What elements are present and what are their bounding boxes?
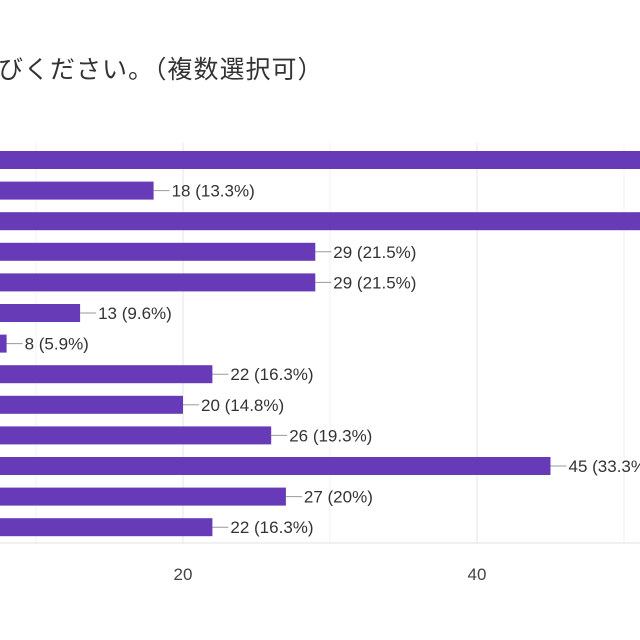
data-label: 13 (9.6%) [98,304,172,323]
bar [0,457,551,475]
data-label: 22 (16.3%) [230,365,313,384]
bar [0,151,640,169]
bar [0,242,316,261]
data-label: 22 (16.3%) [230,518,313,537]
bar [0,181,154,200]
bar [0,426,272,445]
bar [0,273,316,292]
chart-title: びください。（複数選択可） [0,55,324,84]
data-label: 26 (19.3%) [289,426,372,445]
bar [0,212,640,231]
bar [0,395,183,414]
data-label: 29 (21.5%) [333,243,416,262]
data-label: 18 (13.3%) [172,182,255,201]
data-label: 8 (5.9%) [25,335,89,354]
bar [0,304,81,322]
bar [0,487,286,506]
bar [0,518,213,537]
bar [0,334,7,353]
bar [0,365,213,384]
x-tick-label: 20 [174,565,193,584]
data-label: 45 (33.3%) [569,457,640,476]
data-label: 29 (21.5%) [333,273,416,292]
x-tick-label: 40 [468,565,487,584]
data-label: 27 (20%) [304,488,373,507]
data-label: 20 (14.8%) [201,396,284,415]
